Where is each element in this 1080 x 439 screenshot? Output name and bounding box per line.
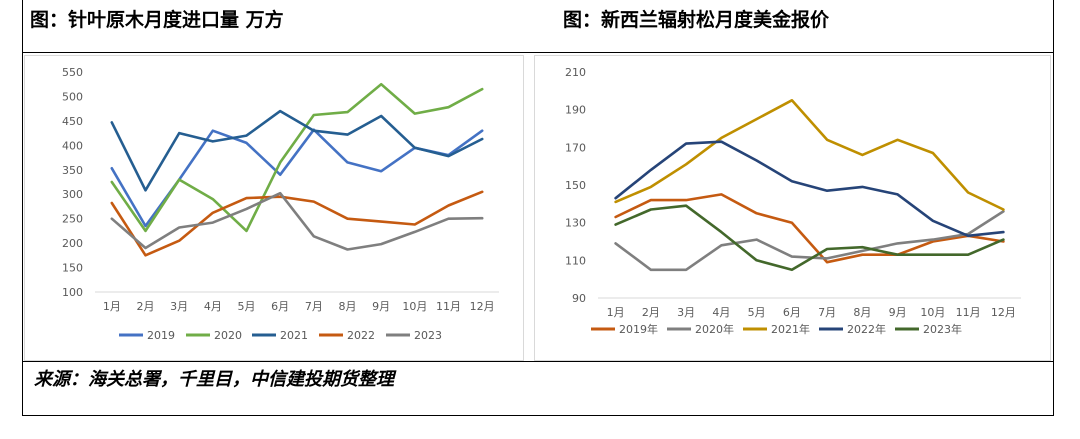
- right-border: [1053, 0, 1054, 416]
- x-tick-label: 11月: [436, 300, 461, 313]
- y-tick-label: 500: [62, 90, 83, 103]
- legend-label: 2023年: [923, 322, 962, 336]
- source-note: 来源：海关总署，千里目，中信建投期货整理: [34, 369, 394, 390]
- x-tick-label: 8月: [853, 306, 871, 319]
- bottom-rule: [22, 415, 1054, 416]
- x-tick-label: 1月: [103, 300, 121, 313]
- series-line-2023: [110, 191, 484, 251]
- x-tick-label: 3月: [677, 306, 695, 319]
- legend-label: 2021: [280, 329, 308, 342]
- x-tick-label: 2月: [137, 300, 155, 313]
- legend-label: 2022: [347, 329, 375, 342]
- x-tick-label: 9月: [889, 306, 907, 319]
- x-tick-label: 9月: [372, 300, 390, 313]
- y-tick-label: 130: [565, 217, 586, 230]
- series-line-2020年: [614, 210, 1005, 272]
- y-tick-label: 190: [565, 104, 586, 117]
- left-chart-title: 图：针叶原木月度进口量 万方: [30, 9, 284, 31]
- y-tick-label: 550: [62, 66, 83, 79]
- x-tick-label: 3月: [170, 300, 188, 313]
- y-tick-label: 170: [565, 141, 586, 154]
- right-chart-panel: 90 110 130 150 170 190 210 1月 2月 3月 4月 5月 6月 7月 8月 9月 10…: [534, 55, 1051, 361]
- x-tick-label: 12月: [470, 300, 495, 313]
- y-tick-label: 450: [62, 115, 83, 128]
- legend-label: 2020: [214, 329, 242, 342]
- x-tick-label: 10月: [402, 300, 427, 313]
- legend-label: 2022年: [847, 322, 886, 336]
- y-tick-label: 110: [565, 254, 586, 267]
- radiata-pine-price-chart: 90 110 130 150 170 190 210 1月 2月 3月 4月 5月 6月 7月 8月 9月 10…: [565, 66, 1021, 336]
- x-tick-label: 6月: [271, 300, 289, 313]
- x-tick-label: 4月: [712, 306, 730, 319]
- y-tick-label: 250: [62, 213, 83, 226]
- series-line-2023年: [614, 204, 1005, 272]
- legend-label: 2021年: [771, 322, 810, 336]
- series-line-2022年: [614, 140, 1005, 238]
- x-tick-label: 6月: [783, 306, 801, 319]
- y-tick-label: 100: [62, 286, 83, 299]
- x-tick-label: 11月: [956, 306, 981, 319]
- y-tick-label: 150: [565, 179, 586, 192]
- series-line-2019: [110, 128, 484, 228]
- y-tick-label: 210: [565, 66, 586, 79]
- legend-label: 2019年: [619, 322, 658, 336]
- y-tick-label: 300: [62, 188, 83, 201]
- x-tick-label: 2月: [642, 306, 660, 319]
- y-tick-label: 90: [572, 292, 586, 305]
- series-line-2021: [110, 109, 484, 192]
- left-chart-panel: 100 150 200 250 300 350 400 450 500 550 1月 2月 3月 4月 5月…: [24, 55, 524, 361]
- left-border: [22, 0, 23, 416]
- import-volume-chart: 100 150 200 250 300 350 400 450 500 550 1月 2月 3月 4月 5月…: [62, 66, 499, 342]
- series-line-2019年: [614, 193, 1005, 264]
- legend-label: 2019: [147, 329, 175, 342]
- x-tick-label: 5月: [238, 300, 256, 313]
- legend-label: 2020年: [695, 322, 734, 336]
- x-tick-label: 7月: [818, 306, 836, 319]
- y-tick-label: 200: [62, 237, 83, 250]
- y-tick-label: 150: [62, 262, 83, 275]
- series-line-2021年: [614, 98, 1005, 211]
- series-line-2022: [110, 190, 484, 257]
- x-tick-label: 5月: [748, 306, 766, 319]
- x-tick-label: 4月: [204, 300, 222, 313]
- x-tick-label: 1月: [607, 306, 625, 319]
- header-rule: [22, 52, 1054, 53]
- series-line-2020: [110, 82, 484, 233]
- right-chart-title: 图：新西兰辐射松月度美金报价: [563, 9, 830, 31]
- y-tick-label: 400: [62, 139, 83, 152]
- x-tick-label: 7月: [305, 300, 323, 313]
- x-tick-label: 12月: [991, 306, 1016, 319]
- y-tick-label: 350: [62, 164, 83, 177]
- x-tick-label: 8月: [339, 300, 357, 313]
- legend-label: 2023: [414, 329, 442, 342]
- x-tick-label: 10月: [920, 306, 945, 319]
- source-rule: [22, 361, 1054, 362]
